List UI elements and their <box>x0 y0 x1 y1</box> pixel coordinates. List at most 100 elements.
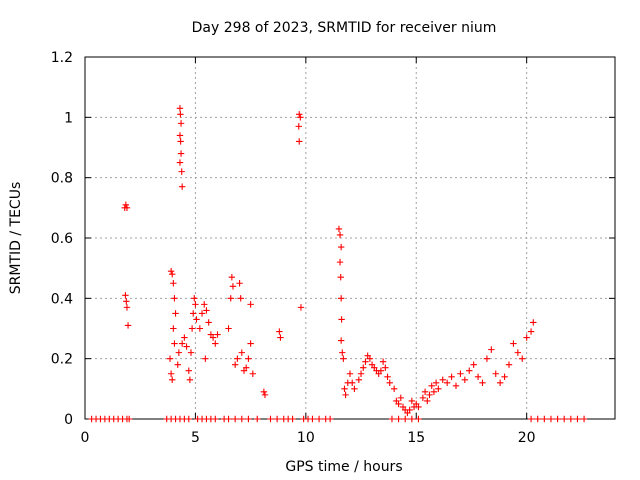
data-point <box>483 355 491 362</box>
data-point <box>379 358 387 365</box>
data-point <box>547 415 555 423</box>
x-tick-label: 5 <box>191 430 200 446</box>
data-point <box>247 301 254 308</box>
data-point <box>295 123 302 130</box>
data-point <box>123 298 130 305</box>
data-point <box>237 295 244 302</box>
data-point <box>432 379 440 386</box>
data-point <box>214 331 221 338</box>
data-point <box>527 415 535 423</box>
data-point <box>452 382 460 390</box>
data-point <box>430 388 438 396</box>
data-point <box>177 120 185 127</box>
data-point <box>309 415 316 423</box>
data-point <box>228 274 236 281</box>
data-point <box>205 319 212 326</box>
data-point <box>505 361 513 368</box>
data-point <box>428 382 435 390</box>
data-point <box>335 225 343 233</box>
data-point <box>326 415 334 423</box>
data-point <box>176 159 184 166</box>
data-point <box>340 355 347 362</box>
data-point <box>384 373 391 380</box>
data-point <box>231 415 239 423</box>
data-point <box>336 258 344 266</box>
data-point <box>125 415 133 423</box>
data-point <box>167 267 175 275</box>
data-point <box>315 415 323 423</box>
data-point <box>181 334 188 341</box>
y-tick-label: 0.2 <box>51 352 73 368</box>
data-point <box>514 349 522 356</box>
data-point <box>247 340 254 347</box>
data-point <box>183 343 190 350</box>
y-tick-label: 0.6 <box>51 231 73 247</box>
data-point <box>474 373 482 380</box>
data-point <box>530 319 537 326</box>
data-point <box>408 415 416 423</box>
data-point <box>185 415 192 423</box>
data-point <box>338 316 345 323</box>
data-point <box>415 415 422 423</box>
data-point <box>166 355 174 362</box>
data-point <box>424 397 431 405</box>
data-point <box>390 385 398 393</box>
data-point <box>336 231 344 239</box>
data-point <box>185 367 192 374</box>
data-point <box>351 385 358 393</box>
data-point <box>261 391 269 399</box>
data-point <box>479 379 486 386</box>
data-point <box>402 415 409 423</box>
data-point <box>541 415 548 423</box>
chart-title: Day 298 of 2023, SRMTID for receiver niu… <box>192 20 497 36</box>
data-point <box>170 280 177 287</box>
data-point <box>395 415 402 423</box>
data-point <box>169 271 176 278</box>
data-point <box>212 340 219 347</box>
data-point <box>193 316 200 323</box>
x-axis-label: GPS time / hours <box>285 459 402 475</box>
data-point <box>169 376 176 383</box>
data-point <box>395 400 402 408</box>
data-point <box>339 349 346 356</box>
data-point <box>488 346 495 353</box>
data-point <box>296 138 303 145</box>
data-point <box>388 415 396 423</box>
data-point <box>175 349 183 356</box>
x-tick-label: 20 <box>518 430 536 446</box>
data-point <box>419 394 427 402</box>
data-point <box>337 243 345 251</box>
data-point <box>245 355 252 362</box>
data-point <box>443 379 451 386</box>
data-point <box>188 325 196 332</box>
data-point <box>386 379 393 386</box>
data-point <box>167 370 175 377</box>
data-point <box>174 361 181 368</box>
data-point <box>492 370 499 377</box>
data-point <box>377 367 385 374</box>
y-tick-label: 1 <box>64 110 73 126</box>
data-point <box>192 301 199 308</box>
y-axis-label: SRMTID / TECUs <box>8 182 24 295</box>
data-point <box>496 379 504 386</box>
data-point <box>448 373 455 380</box>
data-point <box>382 364 389 371</box>
data-point <box>366 355 374 362</box>
data-point <box>225 325 232 332</box>
data-point <box>349 379 356 386</box>
data-point <box>346 370 354 377</box>
data-point <box>123 304 131 311</box>
data-point <box>178 183 186 190</box>
data-point <box>203 307 210 314</box>
x-tick-label: 15 <box>407 430 425 446</box>
y-tick-label: 1.2 <box>51 50 73 66</box>
data-point <box>276 328 283 335</box>
data-point <box>439 376 446 383</box>
grid-lines <box>85 57 615 419</box>
data-point <box>337 337 345 344</box>
y-tick-label: 0.4 <box>51 291 73 307</box>
data-point <box>191 295 198 302</box>
data-point <box>236 280 243 287</box>
data-point <box>254 415 261 423</box>
